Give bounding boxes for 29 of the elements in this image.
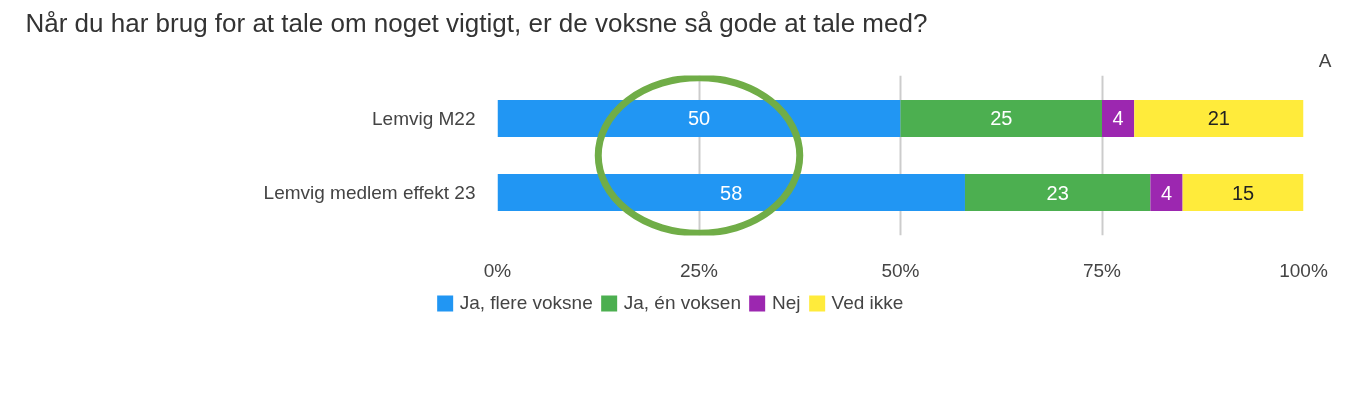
data-label: 15: [1231, 181, 1255, 204]
text: A: [1318, 49, 1332, 71]
bar: [497, 99, 901, 137]
x-tick-label: 100%: [1279, 259, 1328, 281]
x-tick-label: 50%: [881, 259, 920, 281]
bar: [1150, 174, 1183, 212]
data-label: 21: [1207, 107, 1230, 130]
data-label: 4: [1160, 181, 1173, 204]
bar: [900, 99, 1102, 137]
legend-label: Ved ikke: [831, 292, 904, 314]
data-label: 23: [1046, 181, 1069, 204]
y-tick-label: Lemvig medlem effekt 23: [263, 182, 476, 204]
data-label: 25: [990, 107, 1013, 130]
data-label: 58: [720, 181, 743, 204]
data-label: 4: [1112, 107, 1124, 130]
x-tick-label: 25%: [679, 259, 719, 281]
data-label: 50: [687, 107, 711, 130]
x-tick-label: 75%: [1082, 259, 1122, 281]
legend-label: Nej: [771, 292, 801, 314]
bar: [1182, 174, 1304, 212]
legend-label: Ja, flere voksne: [459, 292, 593, 314]
legend-label: Ja, én voksen: [623, 292, 741, 314]
y-tick-label: Lemvig M22: [372, 107, 476, 129]
chart-title: Når du har brug for at tale om noget vigtigt, er de voksne så gode at tale med?: [25, 7, 928, 38]
x-tick-label: 0%: [483, 259, 512, 281]
bar: [1134, 99, 1304, 137]
bar: [497, 174, 965, 212]
bar: [1102, 99, 1135, 137]
bar: [964, 174, 1151, 212]
